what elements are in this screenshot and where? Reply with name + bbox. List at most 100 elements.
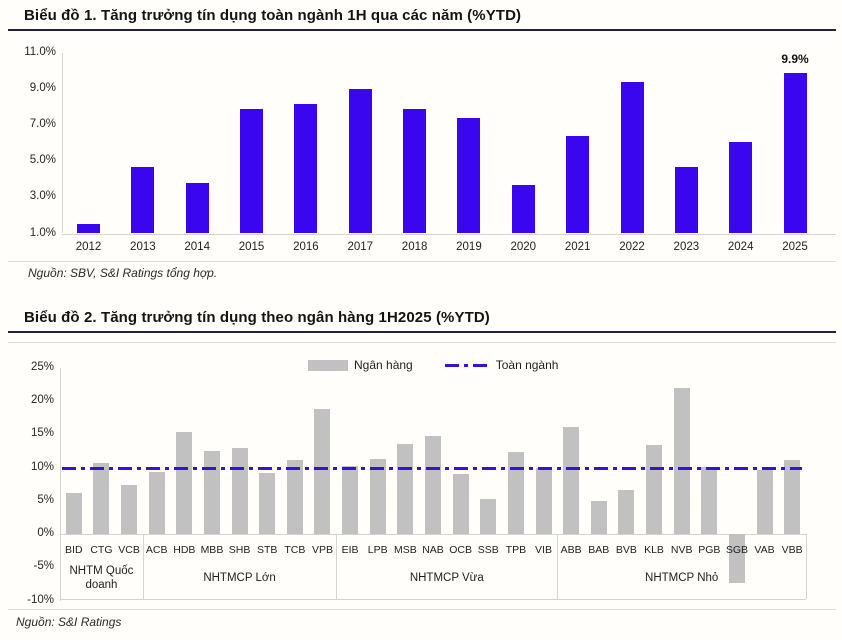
x-label-LPB: LPB [367, 544, 388, 556]
x-label-BID: BID [65, 544, 83, 556]
x-label-VCB: VCB [118, 544, 140, 556]
group-divider-4 [806, 534, 807, 599]
chart2-y-tick--10%: -10% [27, 593, 54, 606]
bar-2024 [729, 141, 753, 234]
chart2-y-tick-10%: 10% [30, 460, 54, 473]
chart2-y-tick--5%: -5% [33, 560, 54, 573]
bar-VCB [121, 484, 138, 534]
bar-SGB [728, 534, 745, 583]
footer-rule [8, 609, 836, 610]
bar-ACB [148, 472, 165, 534]
x-label-2021: 2021 [564, 241, 591, 253]
x-label-2013: 2013 [130, 241, 156, 253]
bar-KLB [646, 444, 663, 534]
x-label-BAB: BAB [588, 544, 610, 556]
bar-NAB [425, 436, 441, 534]
bar-SHB [231, 447, 248, 534]
x-label-VIB: VIB [535, 544, 552, 556]
bar-BVB [618, 490, 635, 534]
chart1-title-rule [8, 29, 836, 31]
chart1-y-tick-11.0%: 11.0% [24, 46, 56, 59]
bar-2020 [511, 184, 535, 234]
data-label-2025: 9.9% [781, 52, 809, 67]
x-label-2022: 2022 [619, 241, 645, 253]
x-label-ABB: ABB [560, 544, 582, 556]
bar-VIB [535, 468, 552, 534]
bar-2025 [783, 73, 807, 234]
bar-LPB [369, 458, 386, 534]
x-label-ACB: ACB [145, 544, 168, 556]
chart1-y-tick-3.0%: 3.0% [29, 190, 56, 203]
x-label-2023: 2023 [673, 241, 700, 253]
bar-NVB [673, 388, 690, 534]
bar-ABB [563, 426, 580, 534]
chart2-y-tick-15%: 15% [30, 427, 54, 440]
group-label-0: NHTM Quốc doanh [69, 565, 134, 591]
x-label-OCB: OCB [449, 544, 472, 556]
chart1-title: Biểu đồ 1. Tăng trưởng tín dụng toàn ngà… [24, 7, 522, 24]
group-divider-3 [557, 534, 559, 599]
chart2-category-band-bottom [60, 598, 806, 600]
industry-line-swatch [444, 363, 491, 367]
x-label-NAB: NAB [422, 544, 444, 556]
x-label-VPB: VPB [311, 544, 333, 556]
bar-2016 [294, 103, 318, 234]
x-label-2016: 2016 [293, 241, 319, 253]
bar-TCB [286, 460, 303, 534]
group-divider-0 [60, 534, 61, 599]
bank-legend-label: Ngân hàng [354, 358, 413, 372]
x-label-2025: 2025 [782, 241, 808, 253]
industry-legend-label: Toàn ngành [495, 358, 559, 372]
chart2-source: Nguồn: S&I Ratings [16, 615, 122, 629]
x-label-2014: 2014 [184, 241, 210, 253]
bar-2019 [457, 118, 481, 234]
x-label-2018: 2018 [401, 241, 428, 253]
bar-PGB [701, 466, 718, 534]
x-label-2024: 2024 [727, 241, 754, 253]
x-label-SGB: SGB [725, 544, 749, 556]
chart1-bottom-rule [8, 261, 836, 262]
bar-TPB [507, 451, 524, 534]
bar-2021 [566, 136, 590, 234]
x-label-MSB: MSB [393, 544, 417, 556]
bar-BID [65, 493, 82, 534]
x-label-2020: 2020 [510, 241, 537, 253]
bar-MBB [203, 450, 220, 534]
x-label-PGB: PGB [698, 544, 721, 556]
x-label-VBB: VBB [781, 544, 803, 556]
bar-2012 [77, 224, 100, 234]
x-label-TCB: TCB [284, 544, 306, 556]
chart1-y-tick-1.0%: 1.0% [29, 226, 56, 239]
x-label-STB: STB [257, 544, 278, 556]
bar-VAB [756, 470, 773, 534]
chart1-y-axis-line [62, 53, 63, 234]
group-label-3: NHTMCP Nhỏ [645, 572, 719, 584]
bar-VBB [784, 460, 801, 534]
group-label-1: NHTMCP Lớn [203, 572, 276, 584]
chart2-y-tick-0%: 0% [37, 527, 54, 539]
bar-VPB [314, 408, 331, 534]
group-divider-2 [336, 534, 338, 599]
x-label-BVB: BVB [615, 544, 637, 556]
x-label-MBB: MBB [200, 544, 224, 556]
bar-CTG [93, 462, 110, 534]
bar-2018 [403, 109, 427, 234]
x-label-CTG: CTG [90, 544, 113, 556]
x-label-TPB: TPB [505, 544, 527, 556]
bar-MSB [397, 443, 414, 534]
x-label-2015: 2015 [238, 241, 265, 253]
x-label-2019: 2019 [456, 241, 482, 253]
chart1-y-tick-5.0%: 5.0% [29, 154, 56, 167]
x-label-2017: 2017 [347, 241, 374, 253]
x-label-SHB: SHB [228, 544, 251, 556]
x-label-2012: 2012 [75, 241, 102, 253]
chart2-y-tick-25%: 25% [30, 360, 54, 373]
bar-STB [259, 472, 276, 534]
x-label-EIB: EIB [341, 544, 359, 556]
bar-2014 [185, 183, 209, 234]
chart2-title: Biểu đồ 2. Tăng trưởng tín dụng theo ngâ… [24, 309, 490, 326]
bar-OCB [452, 474, 469, 534]
x-label-NVB: NVB [670, 544, 693, 556]
